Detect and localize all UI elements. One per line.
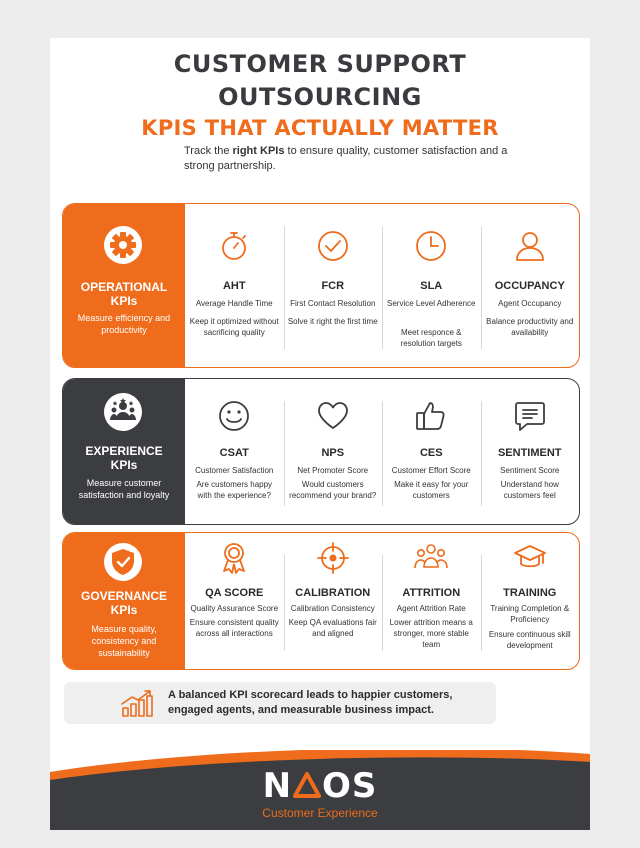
kpi-row: AHT Average Handle Time Keep it optimize… [185, 204, 579, 367]
title-line-2: OUTSOURCING [218, 83, 422, 111]
triangle-logo-mark [293, 772, 322, 798]
target-icon [316, 542, 349, 574]
user-icon [515, 232, 544, 261]
kpi-csat: CSAT Customer Satisfaction Are customers… [185, 379, 284, 524]
kpi-row: QA SCORE Quality Assurance Score Ensure … [185, 533, 579, 669]
gear-icon [104, 226, 142, 264]
kpi-training: TRAINING Training Completion & Proficien… [480, 533, 580, 669]
brand-tagline: Customer Experience [262, 806, 378, 820]
check-circle-icon [317, 231, 348, 261]
brand-footer: N OS Customer Experience [50, 750, 590, 830]
kpi-qa-score: QA SCORE Quality Assurance Score Ensure … [185, 533, 284, 669]
naos-logo: N OS [262, 766, 378, 806]
operational-kpis-section: OPERATIONAL KPIs Measure efficiency and p… [62, 203, 580, 368]
subtitle: Track the right KPIs to ensure quality, … [184, 145, 508, 172]
section-title: EXPERIENCE KPIs [85, 444, 163, 472]
section-title: GOVERNANCE KPIs [80, 589, 167, 617]
section-description: Measure quality, consistency and sustain… [91, 624, 157, 658]
scorecard-note: A balanced KPI scorecard leads to happie… [64, 682, 496, 724]
clock-icon [416, 231, 447, 261]
governance-kpis-section: GOVERNANCE KPIs Measure quality, consiste… [62, 532, 580, 670]
heart-icon [317, 402, 348, 429]
kpi-occupancy: OCCUPANCY Agent Occupancy Balance produc… [480, 204, 580, 367]
growth-chart-icon [121, 690, 153, 717]
section-sidebar: OPERATIONAL KPIs Measure efficiency and p… [63, 204, 185, 367]
kpi-calibration: CALIBRATION Calibration Consistency Keep… [283, 533, 383, 669]
infographic-page: CUSTOMER SUPPORT OUTSOURCING KPIS THAT A… [50, 38, 590, 830]
kpi-row: CSAT Customer Satisfaction Are customers… [185, 379, 579, 524]
kpi-ces: CES Customer Effort Score Make it easy f… [382, 379, 481, 524]
graduation-cap-icon [513, 545, 546, 568]
chat-bubble-icon [514, 402, 545, 431]
kpi-nps: NPS Net Promoter Score Would customers r… [283, 379, 383, 524]
kpi-aht: AHT Average Handle Time Keep it optimize… [185, 204, 284, 367]
stopwatch-icon [222, 232, 247, 260]
smiley-icon [219, 401, 250, 431]
shield-check-icon [104, 543, 142, 581]
kpi-sentiment: SENTIMENT Sentiment Score Understand how… [480, 379, 580, 524]
team-icon [414, 544, 449, 569]
section-sidebar: GOVERNANCE KPIs Measure quality, consiste… [63, 533, 185, 669]
thumbs-up-icon [416, 402, 445, 430]
kpi-attrition: ATTRITION Agent Attrition Rate Lower att… [382, 533, 481, 669]
section-sidebar: EXPERIENCE KPIs Measure customer satisfac… [63, 379, 185, 524]
experience-kpis-section: EXPERIENCE KPIs Measure customer satisfac… [62, 378, 580, 525]
section-description: Measure customer satisfaction and loyalt… [78, 478, 170, 500]
section-description: Measure efficiency and productivity [77, 313, 171, 335]
kpi-sla: SLA Service Level Adherence Meet responc… [382, 204, 481, 367]
title-line-1: CUSTOMER SUPPORT [173, 50, 467, 78]
people-stars-icon [104, 393, 142, 431]
award-ribbon-icon [223, 543, 246, 574]
section-title: OPERATIONAL KPIs [80, 280, 168, 308]
title-line-3: KPIS THAT ACTUALLY MATTER [141, 116, 499, 140]
kpi-fcr: FCR First Contact Resolution Solve it ri… [283, 204, 383, 367]
